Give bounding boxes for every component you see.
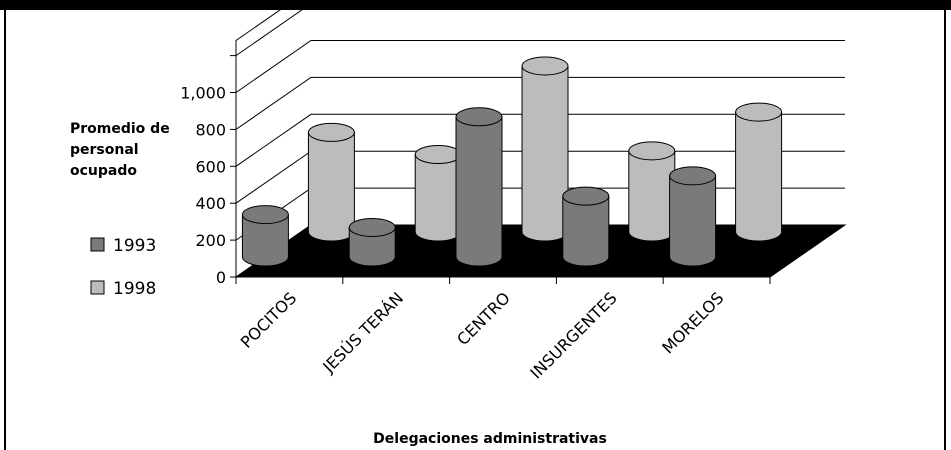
bar-1998-2 (521, 56, 569, 242)
bar-1998-1 (414, 145, 462, 242)
y-tick-label: 0 (216, 268, 226, 287)
left-border (4, 10, 6, 450)
y-tick-label: 400 (195, 194, 226, 213)
gridline (235, 40, 845, 93)
x-tick-labels: POCITOS JESÚS TERÁN CENTRO INSURGENTES MOREL… (237, 288, 728, 382)
chart-walls (235, 0, 296, 277)
bar-1993-2-body (455, 116, 503, 267)
legend-label-1993: 1993 (113, 236, 156, 256)
bar-1998-0 (307, 122, 355, 242)
y-tick-labels: 0 200 400 600 800 1,000 (180, 84, 226, 288)
right-border (944, 10, 946, 450)
bar-1998-2-body (521, 65, 569, 242)
gridline (235, 113, 845, 167)
bar-1993-3-body (562, 195, 610, 267)
bar-1998-4-body (735, 111, 783, 242)
legend-swatch-1993 (90, 237, 105, 252)
bar-1993-4 (669, 166, 717, 267)
bar-1998-1-body (414, 154, 462, 242)
y-tick-label: 600 (195, 157, 226, 176)
side-wall-edge (235, 0, 296, 277)
bar-1993-1 (348, 217, 396, 267)
bar-1998-4 (735, 102, 783, 242)
gridline (235, 76, 845, 130)
bar-1998-3-top (628, 141, 676, 161)
x-tick-label: MORELOS (658, 288, 727, 357)
x-tick-label: JESÚS TERÁN (318, 288, 407, 377)
bar-1993-0 (241, 205, 289, 267)
y-tick-label: 1,000 (180, 84, 226, 103)
legend: 1993 1998 (90, 236, 156, 299)
bar-1993-2-top (455, 107, 503, 127)
legend-swatch-1998 (90, 280, 105, 295)
bar-1993-3 (562, 186, 610, 267)
bar-1993-2 (455, 107, 503, 267)
bar-1993-1-top (348, 217, 396, 237)
x-tick-label: CENTRO (453, 288, 514, 349)
x-tick-label: INSURGENTES (526, 288, 620, 382)
gridline (235, 3, 845, 57)
bar-1993-1-body (348, 226, 396, 267)
x-axis-label: Delegaciones administrativas (373, 431, 607, 447)
y-tick-label: 200 (195, 231, 226, 250)
y-axis-label-line-1: Promedio de (70, 121, 170, 137)
bar-1993-4-top (669, 166, 717, 186)
bar-1998-0-top (307, 122, 355, 142)
bar-1998-3-body (628, 150, 676, 242)
bars (241, 56, 783, 267)
y-axis-label-line-3: ocupado (70, 163, 137, 179)
bar-1993-0-top (241, 205, 289, 225)
bar-1993-3-top (562, 186, 610, 206)
bar-1998-1-top (414, 145, 462, 165)
top-border-bar (0, 0, 951, 10)
bar-1998-3 (628, 141, 676, 242)
y-axis-label-line-2: personal (70, 142, 139, 158)
bar-1998-0-body (307, 131, 355, 242)
legend-label-1998: 1998 (113, 279, 156, 299)
bar-1998-4-top (735, 102, 783, 122)
x-tick-label: POCITOS (237, 288, 300, 351)
bar-1998-2-top (521, 56, 569, 76)
bar-1993-0-body (241, 214, 289, 267)
y-tick-label: 800 (195, 120, 226, 139)
bar-1993-4-body (669, 175, 717, 267)
